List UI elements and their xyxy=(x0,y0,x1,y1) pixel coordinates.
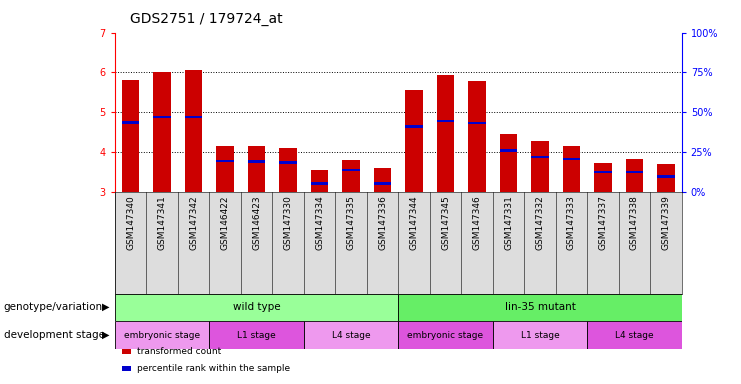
Bar xyxy=(185,116,202,119)
Bar xyxy=(657,164,674,192)
Bar xyxy=(216,146,233,192)
Text: genotype/variation: genotype/variation xyxy=(4,302,103,312)
Bar xyxy=(342,169,359,172)
Text: GSM147338: GSM147338 xyxy=(630,195,639,250)
Bar xyxy=(115,294,399,321)
Bar xyxy=(626,159,643,192)
Bar xyxy=(437,120,454,122)
Text: percentile rank within the sample: percentile rank within the sample xyxy=(137,364,290,373)
Bar xyxy=(185,71,202,192)
Bar xyxy=(122,121,139,124)
Bar xyxy=(500,134,517,192)
Text: embryonic stage: embryonic stage xyxy=(124,331,200,339)
Bar xyxy=(115,321,209,349)
Bar xyxy=(468,81,485,192)
Text: GSM147336: GSM147336 xyxy=(378,195,387,250)
Text: L1 stage: L1 stage xyxy=(237,331,276,339)
Text: L4 stage: L4 stage xyxy=(332,331,370,339)
Bar xyxy=(209,321,304,349)
Text: GSM147331: GSM147331 xyxy=(504,195,513,250)
Text: GSM147344: GSM147344 xyxy=(410,195,419,250)
Bar xyxy=(563,146,580,192)
Text: GSM147335: GSM147335 xyxy=(347,195,356,250)
Bar xyxy=(399,321,493,349)
Text: embryonic stage: embryonic stage xyxy=(408,331,484,339)
Text: GSM147334: GSM147334 xyxy=(315,195,324,250)
Bar xyxy=(531,156,548,158)
Bar xyxy=(493,321,587,349)
Bar xyxy=(405,90,422,192)
Bar xyxy=(279,148,296,192)
Text: development stage: development stage xyxy=(4,330,104,340)
Text: GSM147333: GSM147333 xyxy=(567,195,576,250)
Bar xyxy=(374,168,391,192)
Text: GSM147341: GSM147341 xyxy=(158,195,167,250)
Text: GSM147332: GSM147332 xyxy=(536,195,545,250)
Text: wild type: wild type xyxy=(233,302,280,312)
Bar xyxy=(563,157,580,161)
Bar xyxy=(122,81,139,192)
Bar xyxy=(500,149,517,152)
Text: GSM146422: GSM146422 xyxy=(221,195,230,250)
Text: GDS2751 / 179724_at: GDS2751 / 179724_at xyxy=(130,12,282,25)
Text: GSM147342: GSM147342 xyxy=(189,195,198,250)
Bar xyxy=(342,160,359,192)
Text: GSM147340: GSM147340 xyxy=(126,195,135,250)
Bar xyxy=(587,321,682,349)
Text: ▶: ▶ xyxy=(102,302,109,312)
Bar xyxy=(311,170,328,192)
Bar xyxy=(153,116,170,119)
Bar xyxy=(405,125,422,127)
Bar xyxy=(279,161,296,164)
Text: L4 stage: L4 stage xyxy=(615,331,654,339)
Bar xyxy=(248,161,265,163)
Text: GSM147339: GSM147339 xyxy=(662,195,671,250)
Bar xyxy=(153,73,170,192)
Bar xyxy=(594,163,611,192)
Text: transformed count: transformed count xyxy=(137,347,222,356)
Text: GSM147330: GSM147330 xyxy=(284,195,293,250)
Bar xyxy=(437,75,454,192)
Bar xyxy=(374,182,391,185)
Text: GSM147345: GSM147345 xyxy=(441,195,450,250)
Text: GSM147346: GSM147346 xyxy=(473,195,482,250)
Bar xyxy=(311,182,328,185)
Bar xyxy=(304,321,399,349)
Text: lin-35 mutant: lin-35 mutant xyxy=(505,302,576,312)
Bar xyxy=(594,170,611,174)
Bar xyxy=(531,141,548,192)
Bar xyxy=(626,170,643,174)
Text: GSM146423: GSM146423 xyxy=(252,195,261,250)
Bar xyxy=(248,146,265,192)
Text: L1 stage: L1 stage xyxy=(521,331,559,339)
Text: ▶: ▶ xyxy=(102,330,109,340)
Bar xyxy=(468,122,485,124)
Bar xyxy=(399,294,682,321)
Bar xyxy=(216,159,233,162)
Text: GSM147337: GSM147337 xyxy=(599,195,608,250)
Bar xyxy=(657,175,674,178)
